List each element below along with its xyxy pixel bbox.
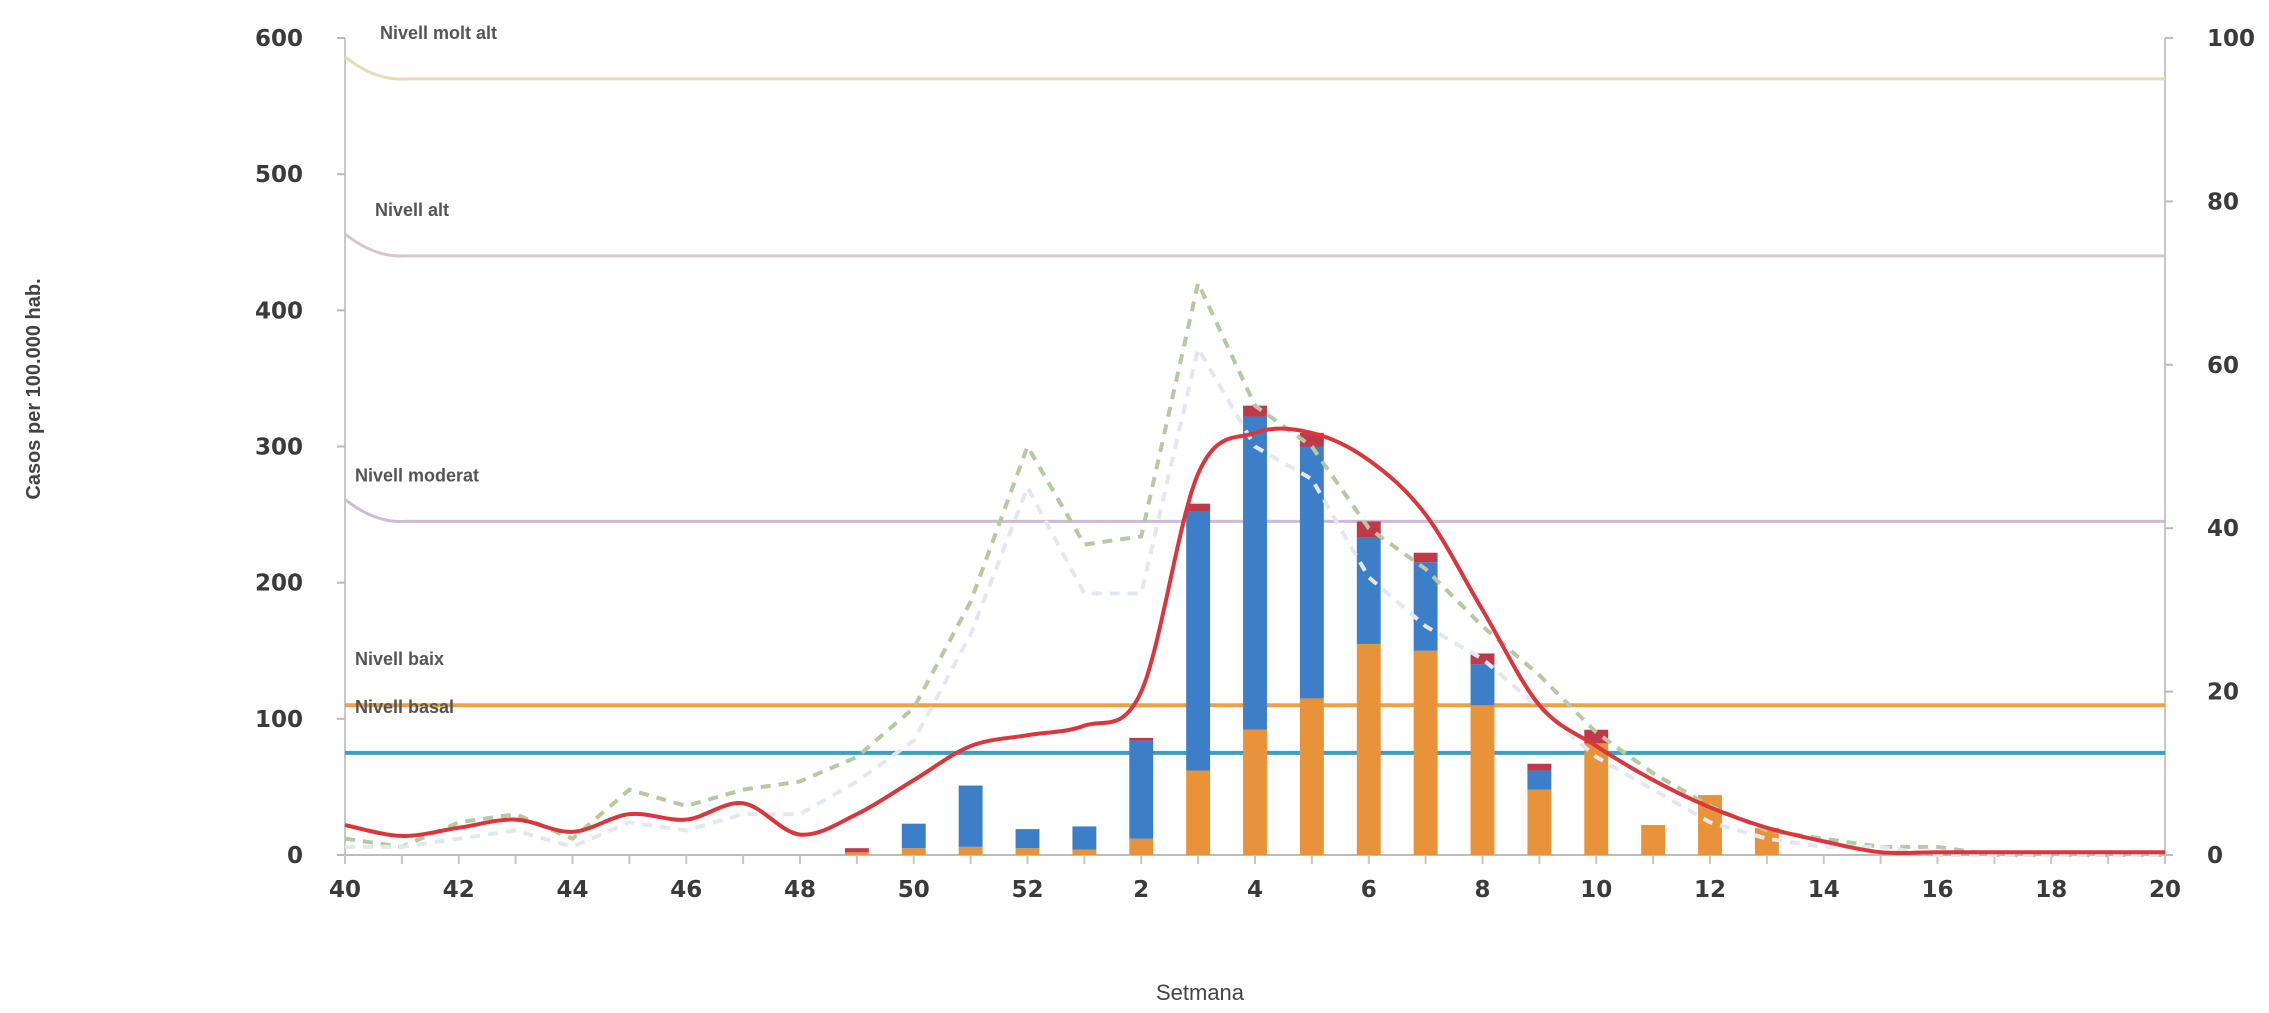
x-tick-label: 52: [1011, 877, 1043, 903]
bar-segment: [1243, 405, 1267, 417]
bar-segment: [844, 848, 869, 853]
level-label: Nivell alt: [375, 200, 449, 220]
y-tick-label: 400: [255, 298, 303, 324]
bar-segment: [1356, 521, 1381, 538]
y2-tick-label: 0: [2207, 843, 2223, 869]
bar-segment: [1527, 789, 1552, 855]
bar-segment: [844, 852, 869, 855]
bar-segment: [1527, 770, 1552, 790]
bar-segment: [1129, 838, 1154, 855]
x-axis-title: Setmana: [1156, 980, 1245, 1005]
bar-segment: [901, 848, 926, 855]
level-line: [344, 498, 2165, 524]
bar-segment: [1129, 740, 1154, 839]
bar-segment: [958, 846, 983, 855]
x-tick-label: 44: [556, 877, 588, 903]
x-tick-label: 46: [670, 877, 702, 903]
bar-segment: [1470, 653, 1495, 665]
bar-segment: [1186, 503, 1211, 512]
rate-line: [344, 426, 2165, 856]
y-tick-label: 500: [255, 162, 303, 188]
bar-segment: [1186, 511, 1211, 771]
dashed-series-line: [344, 276, 2165, 857]
y2-tick-label: 40: [2207, 516, 2239, 542]
y2-tick-label: 20: [2207, 680, 2239, 706]
bar-segment: [1129, 737, 1154, 741]
x-tick-label: 2: [1133, 877, 1149, 903]
y-axis-label: Casos per 100.000 hab.: [23, 278, 45, 499]
x-tick-label: 42: [443, 877, 475, 903]
bar-segment: [901, 823, 926, 849]
bar-segment: [1186, 770, 1211, 855]
bar-segment: [1015, 848, 1040, 855]
bar-segment: [1470, 664, 1495, 706]
level-label: Nivell baix: [355, 649, 444, 669]
y-tick-label: 100: [255, 707, 303, 733]
y-tick-label: 0: [287, 843, 303, 869]
bar-segment: [958, 785, 983, 847]
bar-segment: [1356, 537, 1381, 644]
bar-segment: [1072, 826, 1097, 850]
y-tick-label: 300: [255, 435, 303, 461]
bar-segment: [1641, 825, 1666, 855]
bar-segment: [1243, 416, 1267, 730]
y2-tick-label: 80: [2207, 189, 2239, 215]
x-tick-label: 40: [329, 877, 361, 903]
bar-segment: [1243, 729, 1267, 855]
bar-segment: [1754, 827, 1779, 855]
x-tick-label: 14: [1808, 877, 1840, 903]
y-tick-label: 200: [255, 571, 303, 597]
level-line: [344, 55, 2165, 81]
y-tick-label: 600: [255, 26, 303, 52]
bar-segment: [1584, 729, 1609, 744]
bar-segment: [1299, 446, 1324, 699]
x-tick-label: 18: [2035, 877, 2067, 903]
level-label: Nivell basal: [355, 697, 454, 717]
x-tick-label: 20: [2149, 877, 2181, 903]
x-tick-label: 10: [1580, 877, 1612, 903]
x-tick-label: 48: [784, 877, 816, 903]
level-line: [344, 232, 2165, 258]
bar-segment: [1527, 763, 1552, 771]
bar-segment: [1413, 552, 1438, 563]
bar-segment: [1584, 743, 1609, 855]
level-label: Nivell moderat: [355, 465, 479, 485]
bar-segment: [1413, 650, 1438, 855]
bar-segment: [1356, 643, 1381, 855]
bar-segment: [1299, 698, 1324, 855]
bar-segment: [1470, 705, 1495, 855]
y2-tick-label: 60: [2207, 353, 2239, 379]
x-tick-label: 8: [1474, 877, 1490, 903]
x-tick-label: 16: [1921, 877, 1953, 903]
bar-segment: [1072, 849, 1097, 855]
x-tick-label: 6: [1361, 877, 1377, 903]
x-tick-label: 12: [1694, 877, 1726, 903]
dashed-series-line: [345, 343, 2165, 857]
bar-segment: [1015, 829, 1040, 849]
y-axis-title: Casos per 100.000 hab.: [23, 278, 45, 499]
x-tick-label: 50: [898, 877, 930, 903]
level-label: Nivell molt alt: [380, 23, 497, 43]
x-tick-label: 4: [1247, 877, 1263, 903]
y2-tick-label: 100: [2207, 26, 2255, 52]
